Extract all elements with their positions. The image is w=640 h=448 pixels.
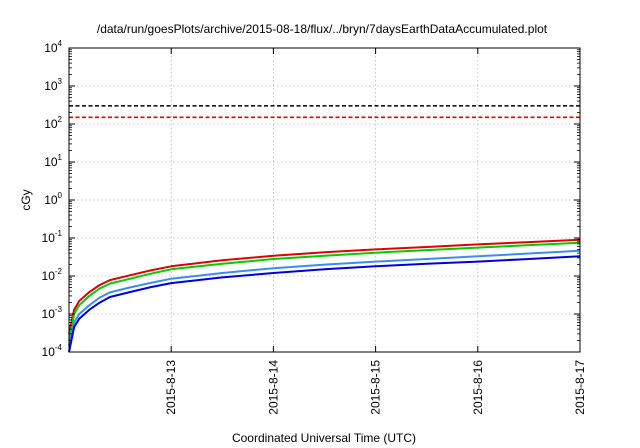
y-tick-base: 10 [42,345,56,359]
grid-layer [69,48,580,352]
threshold-layer [69,105,580,119]
y-tick-base: 10 [44,117,58,131]
y-tick-base: 10 [44,79,58,93]
y-tick-exponent: -3 [55,305,63,314]
y-tick-exponent: -4 [55,343,63,352]
y-tick-base: 10 [42,231,56,245]
x-tick-label: 2015-8-15 [369,360,383,415]
y-tick-exponent: 3 [58,77,63,86]
chart-title: /data/run/goesPlots/archive/2015-08-18/f… [97,22,548,36]
y-tick-label: 10-2 [42,267,63,283]
y-tick-base: 10 [42,307,56,321]
y-tick-base: 10 [44,155,58,169]
y-tick-exponent: 4 [58,39,63,48]
x-tick-label: 2015-8-14 [266,360,280,415]
y-tick-label: 10-1 [42,229,63,245]
y-tick-base: 10 [44,41,58,55]
y-tick-label: 103 [44,77,62,93]
x-tick-label: 2015-8-17 [573,360,587,415]
x-tick-label: 2015-8-16 [471,360,485,415]
x-tick-label: 2015-8-13 [164,360,178,415]
y-tick-label: 10-3 [42,305,63,321]
y-tick-label: 102 [44,115,62,131]
y-tick-exponent: -2 [55,267,63,276]
series-line [68,241,581,341]
x-axis-title: Coordinated Universal Time (UTC) [232,431,416,445]
series-line [68,238,581,335]
y-tick-exponent: 1 [58,153,63,162]
series-line [68,255,581,353]
series-layer [68,238,581,353]
y-tick-label: 100 [44,191,62,207]
series-line [68,249,581,346]
y-tick-label: 10-4 [42,343,63,359]
y-tick-label: 101 [44,153,62,169]
y-tick-exponent: 2 [58,115,63,124]
y-tick-label: 104 [44,39,62,55]
x-axis-ticks: 2015-8-13 2015-8-14 2015-8-15 2015-8-16 2015… [164,48,587,415]
y-tick-base: 10 [44,193,58,207]
y-axis-title: cGy [19,189,33,210]
y-tick-exponent: -1 [55,229,63,238]
y-tick-exponent: 0 [58,191,63,200]
y-tick-base: 10 [42,269,56,283]
